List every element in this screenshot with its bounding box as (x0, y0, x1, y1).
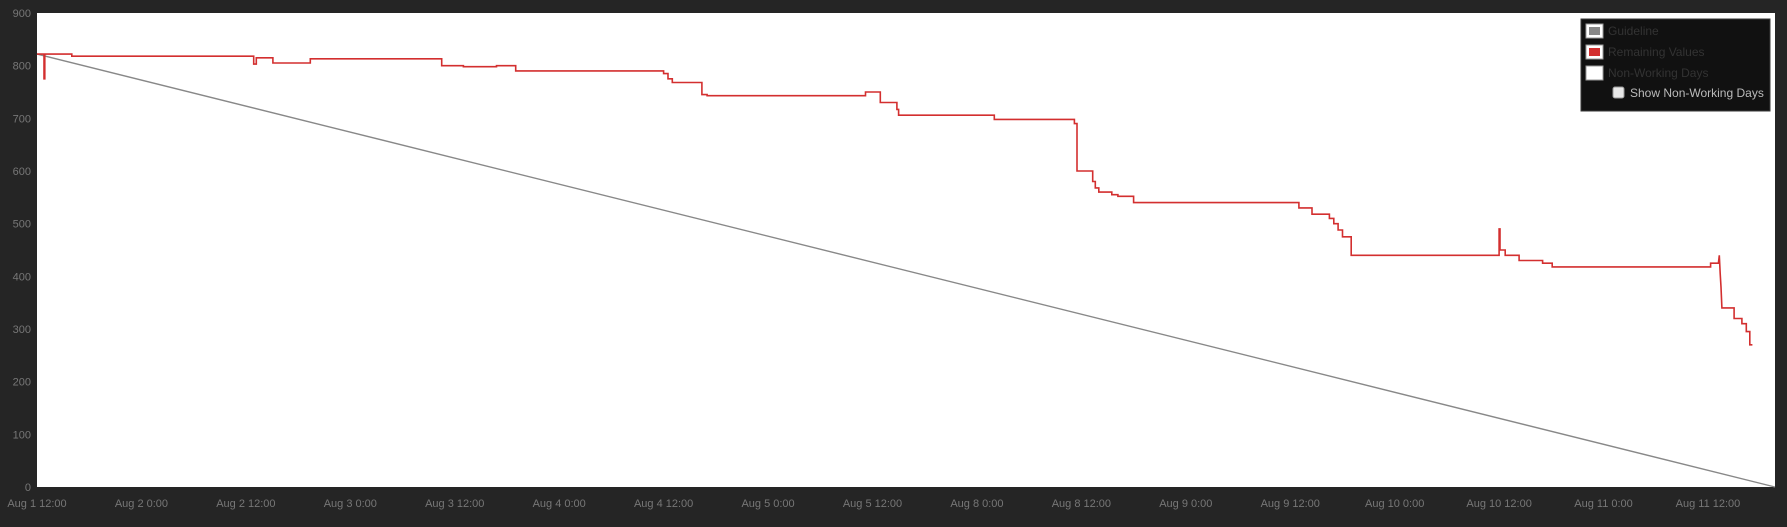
y-tick-label: 100 (13, 429, 31, 441)
x-tick-label: Aug 3 12:00 (425, 498, 484, 510)
legend-swatch (1589, 27, 1600, 35)
legend-label: Guideline (1608, 24, 1659, 38)
x-tick-label: Aug 2 12:00 (216, 498, 275, 510)
legend-swatch (1589, 69, 1600, 77)
x-tick-label: Aug 2 0:00 (115, 498, 168, 510)
y-tick-label: 500 (13, 219, 31, 231)
show-non-working-days-label[interactable]: Show Non-Working Days (1630, 86, 1764, 100)
plot-area (37, 13, 1775, 487)
x-tick-label: Aug 1 12:00 (7, 498, 66, 510)
y-tick-label: 300 (13, 324, 31, 336)
x-tick-label: Aug 10 0:00 (1365, 498, 1424, 510)
legend-box (1580, 18, 1771, 112)
y-tick-label: 200 (13, 377, 31, 389)
y-tick-label: 0 (25, 482, 31, 494)
guideline-line (36, 53, 1776, 488)
show-non-working-days-checkbox[interactable] (1612, 86, 1625, 99)
legend-label: Remaining Values (1608, 45, 1705, 59)
x-tick-label: Aug 5 0:00 (741, 498, 794, 510)
y-tick-label: 900 (13, 8, 31, 20)
x-tick-label: Aug 3 0:00 (324, 498, 377, 510)
x-tick-label: Aug 4 12:00 (634, 498, 693, 510)
legend-label: Non-Working Days (1608, 66, 1708, 80)
y-tick-label: 600 (13, 166, 31, 178)
remaining-values-line (37, 53, 1753, 346)
x-tick-label: Aug 9 0:00 (1159, 498, 1212, 510)
legend-swatch (1589, 48, 1600, 56)
x-tick-label: Aug 8 0:00 (950, 498, 1003, 510)
y-tick-label: 800 (13, 61, 31, 73)
y-tick-label: 700 (13, 113, 31, 125)
y-tick-label: 400 (13, 271, 31, 283)
x-tick-label: Aug 8 12:00 (1052, 498, 1111, 510)
x-tick-label: Aug 9 12:00 (1261, 498, 1320, 510)
x-tick-label: Aug 5 12:00 (843, 498, 902, 510)
x-tick-label: Aug 11 0:00 (1574, 498, 1633, 510)
x-tick-label: Aug 11 12:00 (1676, 498, 1741, 510)
x-tick-label: Aug 10 12:00 (1466, 498, 1531, 510)
x-tick-label: Aug 4 0:00 (533, 498, 586, 510)
